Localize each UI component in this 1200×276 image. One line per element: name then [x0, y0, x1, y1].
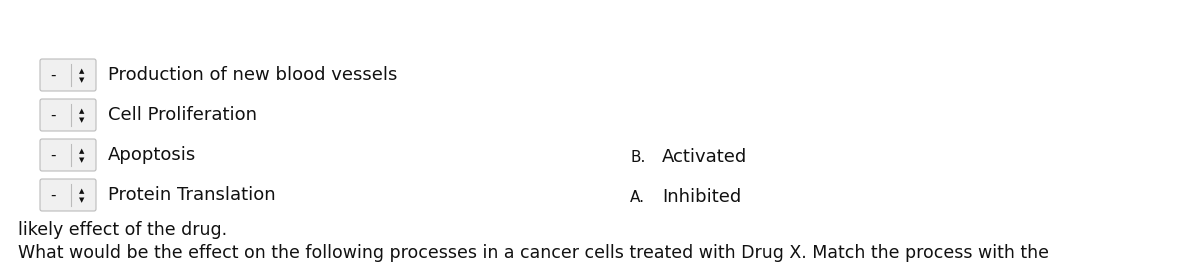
Text: ▲: ▲: [79, 148, 85, 154]
Text: -: -: [50, 107, 55, 123]
Text: ▼: ▼: [79, 197, 85, 203]
Text: Apoptosis: Apoptosis: [108, 146, 197, 164]
FancyBboxPatch shape: [40, 99, 96, 131]
Text: -: -: [50, 68, 55, 83]
Text: ▼: ▼: [79, 77, 85, 83]
Text: ▼: ▼: [79, 157, 85, 163]
FancyBboxPatch shape: [40, 139, 96, 171]
FancyBboxPatch shape: [40, 59, 96, 91]
Text: A.: A.: [630, 190, 646, 205]
Text: B.: B.: [630, 150, 646, 164]
Text: ▲: ▲: [79, 108, 85, 114]
FancyBboxPatch shape: [40, 179, 96, 211]
Text: ▲: ▲: [79, 68, 85, 74]
Text: Protein Translation: Protein Translation: [108, 186, 276, 204]
Text: Activated: Activated: [662, 148, 748, 166]
Text: ▲: ▲: [79, 188, 85, 194]
Text: Production of new blood vessels: Production of new blood vessels: [108, 66, 397, 84]
Text: Inhibited: Inhibited: [662, 188, 742, 206]
Text: -: -: [50, 147, 55, 163]
Text: likely effect of the drug.: likely effect of the drug.: [18, 221, 227, 239]
Text: What would be the effect on the following processes in a cancer cells treated wi: What would be the effect on the followin…: [18, 244, 1049, 262]
Text: Cell Proliferation: Cell Proliferation: [108, 106, 257, 124]
Text: ▼: ▼: [79, 117, 85, 123]
Text: -: -: [50, 187, 55, 203]
